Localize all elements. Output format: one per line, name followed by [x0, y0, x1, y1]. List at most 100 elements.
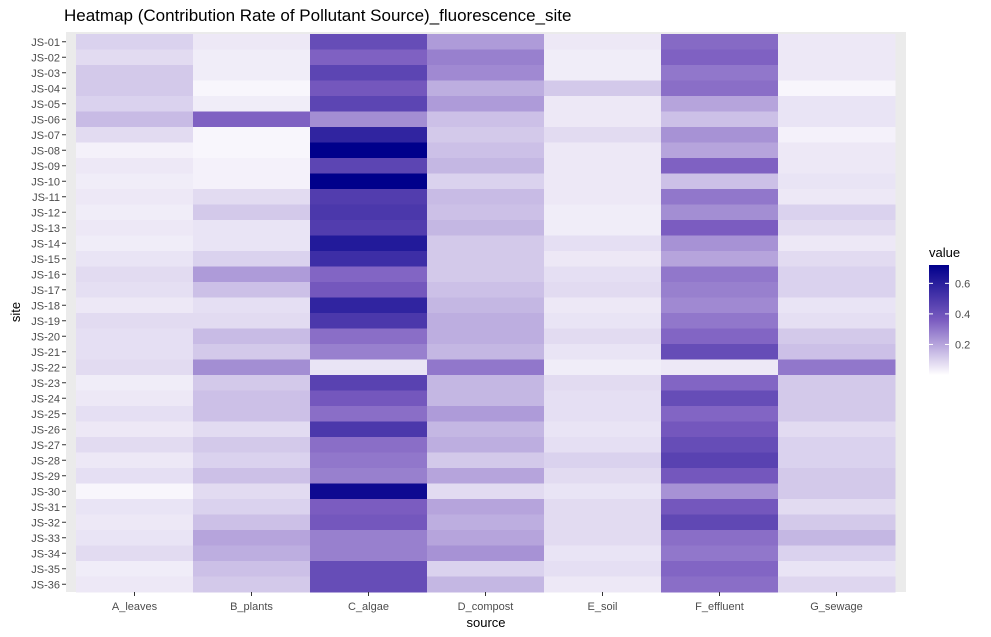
heat-cell [778, 235, 896, 252]
heat-cell [778, 220, 896, 236]
heat-cell [76, 499, 194, 515]
heat-cell [310, 483, 428, 500]
heat-cell [544, 421, 662, 438]
heat-cell [544, 530, 662, 546]
heat-cell [427, 235, 545, 252]
heat-cell [778, 483, 896, 500]
heat-cell [661, 437, 779, 453]
y-tick-label: JS-04 [31, 83, 60, 95]
heat-cell [778, 49, 896, 66]
heat-cell [544, 65, 662, 81]
heat-cell [310, 390, 428, 407]
heat-cell [76, 65, 194, 81]
y-tick-label: JS-16 [31, 269, 60, 281]
heat-cell [661, 499, 779, 515]
heat-cell [544, 468, 662, 484]
y-tick-label: JS-03 [31, 68, 60, 80]
heat-cell [193, 80, 311, 97]
heat-cell [661, 189, 779, 205]
heat-cell [661, 282, 779, 298]
heat-cell [193, 220, 311, 236]
heat-cell [310, 189, 428, 205]
heat-cell [661, 111, 779, 128]
heat-cell [661, 173, 779, 190]
x-tick-label: F_effluent [695, 601, 744, 613]
heat-cell [778, 65, 896, 81]
heat-cell [310, 561, 428, 577]
heat-cell [544, 34, 662, 50]
heat-cell [544, 545, 662, 562]
heat-cell [544, 499, 662, 515]
heat-cell [193, 452, 311, 469]
heat-cell [778, 173, 896, 190]
heat-cell [661, 297, 779, 314]
y-tick-label: JS-35 [31, 564, 60, 576]
heat-cell [310, 514, 428, 531]
heat-cell [310, 158, 428, 174]
y-tick-label: JS-36 [31, 579, 60, 591]
heat-cell [544, 313, 662, 329]
heat-cell [661, 80, 779, 97]
heat-cell [76, 468, 194, 484]
heat-cell [427, 111, 545, 128]
heat-cell [544, 158, 662, 174]
heat-cell [778, 189, 896, 205]
heat-cell [778, 328, 896, 345]
heat-cell [310, 65, 428, 81]
heat-cell [310, 545, 428, 562]
heat-cell [427, 282, 545, 298]
y-tick-label: JS-10 [31, 176, 60, 188]
heat-cell [310, 421, 428, 438]
y-tick-label: JS-14 [31, 238, 60, 250]
x-tick-label: C_algae [348, 601, 389, 613]
heat-cell [427, 576, 545, 593]
heat-cell [193, 96, 311, 112]
y-tick-label: JS-28 [31, 455, 60, 467]
heat-cell [76, 437, 194, 453]
heat-cell [661, 235, 779, 252]
heat-cell [778, 111, 896, 128]
heat-cell [193, 328, 311, 345]
y-tick-label: JS-05 [31, 99, 60, 111]
heat-cell [778, 514, 896, 531]
y-tick-label: JS-22 [31, 362, 60, 374]
x-tick-label: B_plants [230, 601, 273, 613]
heat-cell [661, 468, 779, 484]
heat-cell [193, 499, 311, 515]
heat-cell [778, 359, 896, 376]
heat-cell [193, 189, 311, 205]
heat-cell [193, 282, 311, 298]
chart-title: Heatmap (Contribution Rate of Pollutant … [64, 6, 572, 25]
y-tick-label: JS-09 [31, 161, 60, 173]
heat-cell [778, 313, 896, 329]
heat-cell [76, 34, 194, 50]
heat-cell [661, 266, 779, 283]
heat-cell [76, 220, 194, 236]
heat-cell [76, 127, 194, 143]
heat-cell [778, 96, 896, 112]
heat-cell [778, 468, 896, 484]
heat-cell [76, 96, 194, 112]
legend-tick-label: 0.2 [955, 339, 970, 351]
heat-cell [76, 483, 194, 500]
heat-cell [427, 344, 545, 360]
y-tick-label: JS-21 [31, 347, 60, 359]
heat-cell [661, 561, 779, 577]
heat-cell [76, 158, 194, 174]
heat-cell [76, 344, 194, 360]
heat-cell [661, 34, 779, 50]
heat-cell [193, 514, 311, 531]
heat-cell [544, 49, 662, 66]
heat-cell [427, 34, 545, 50]
heat-cell [76, 452, 194, 469]
heat-cell [310, 406, 428, 422]
heat-cell [661, 96, 779, 112]
heat-cell [193, 390, 311, 407]
heat-cell [661, 421, 779, 438]
heat-cell [76, 297, 194, 314]
heat-cell [193, 158, 311, 174]
heat-cell [778, 34, 896, 50]
heat-cell [76, 313, 194, 329]
y-tick-label: JS-26 [31, 424, 60, 436]
y-tick-label: JS-30 [31, 486, 60, 498]
